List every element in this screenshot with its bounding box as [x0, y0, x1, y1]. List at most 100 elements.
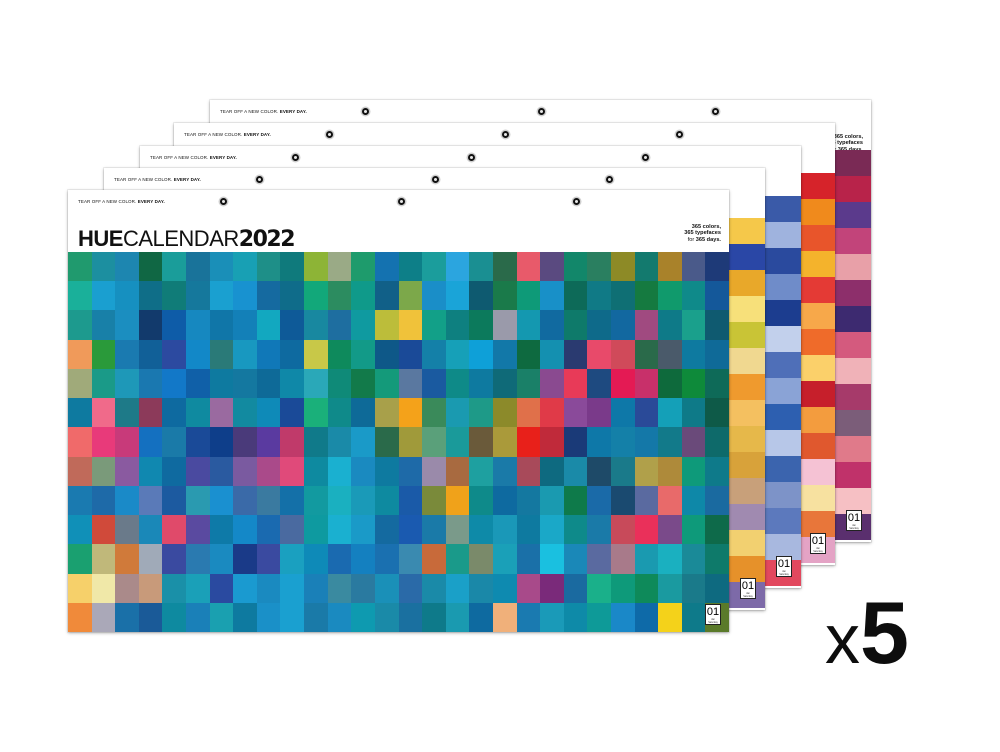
color-swatch	[610, 485, 635, 516]
color-swatch	[797, 329, 835, 355]
color-swatch	[68, 368, 92, 399]
color-swatch	[91, 368, 116, 399]
color-swatch	[186, 456, 210, 486]
color-swatch	[797, 407, 835, 433]
color-swatch	[304, 602, 328, 632]
color-swatch	[727, 244, 765, 270]
color-swatch	[727, 400, 765, 426]
color-swatch	[705, 398, 729, 428]
color-swatch	[233, 485, 257, 516]
color-swatch	[422, 485, 446, 516]
color-swatch	[516, 515, 541, 545]
color-swatch	[209, 281, 234, 311]
color-swatch	[610, 515, 635, 545]
color-swatch	[115, 544, 139, 574]
color-swatch	[833, 436, 871, 462]
color-swatch	[280, 456, 305, 486]
color-swatch	[186, 398, 210, 428]
color-swatch	[256, 339, 281, 369]
color-swatch	[398, 339, 423, 369]
color-swatch	[162, 368, 187, 399]
color-swatch	[256, 602, 281, 632]
color-swatch	[422, 515, 446, 545]
color-swatch	[374, 252, 399, 282]
color-swatch	[634, 310, 659, 340]
color-swatch	[563, 427, 588, 457]
color-swatch	[327, 515, 352, 545]
color-swatch	[209, 485, 234, 516]
color-swatch	[186, 427, 210, 457]
color-swatch	[540, 485, 564, 516]
color-swatch	[445, 310, 470, 340]
color-swatch	[833, 306, 871, 332]
color-swatch	[727, 504, 765, 530]
blurb-line-3: for 365 days.	[684, 237, 721, 243]
tagline-prefix: TEAR OFF A NEW COLOR.	[220, 109, 280, 114]
day-number: 01	[847, 512, 861, 524]
color-swatch	[91, 427, 116, 457]
color-swatch	[727, 322, 765, 348]
color-swatch	[374, 398, 399, 428]
color-swatch	[658, 398, 682, 428]
color-swatch-grid	[68, 252, 729, 632]
color-swatch	[162, 573, 187, 603]
binding-hole	[712, 108, 719, 115]
color-swatch	[233, 339, 257, 369]
color-swatch	[563, 398, 588, 428]
day-caption-2: Saturday	[779, 573, 789, 576]
color-swatch	[658, 281, 682, 311]
color-swatch	[540, 515, 564, 545]
color-swatch	[634, 515, 659, 545]
color-swatch	[138, 398, 163, 428]
binding-hole	[502, 131, 509, 138]
day-number-box: 01 Jan Saturday	[705, 604, 721, 625]
color-swatch	[445, 573, 470, 603]
tagline-bold: EVERY DAY.	[209, 155, 237, 160]
color-swatch	[469, 602, 493, 632]
tagline-bold: EVERY DAY.	[243, 132, 271, 137]
color-swatch	[351, 515, 375, 545]
color-swatch	[186, 602, 210, 632]
binding-hole	[642, 154, 649, 161]
color-swatch	[351, 456, 375, 486]
color-swatch	[398, 398, 423, 428]
color-swatch	[833, 228, 871, 254]
color-swatch	[304, 368, 328, 399]
color-swatch	[91, 252, 116, 282]
color-swatch	[540, 252, 564, 282]
color-swatch	[280, 573, 305, 603]
binding-hole	[362, 108, 369, 115]
color-swatch	[469, 368, 493, 399]
color-swatch	[797, 433, 835, 459]
color-swatch	[516, 456, 541, 486]
color-swatch	[445, 515, 470, 545]
color-swatch	[68, 427, 92, 457]
color-swatch	[351, 252, 375, 282]
color-swatch	[540, 310, 564, 340]
binding-hole	[292, 154, 299, 161]
color-swatch	[516, 602, 541, 632]
blurb-line-1: 365 colors,	[691, 224, 721, 230]
color-swatch	[658, 573, 682, 603]
color-swatch	[422, 602, 446, 632]
color-swatch	[681, 573, 706, 603]
color-swatch	[763, 456, 801, 482]
color-swatch	[256, 252, 281, 282]
color-swatch	[727, 426, 765, 452]
color-swatch	[634, 427, 659, 457]
color-swatch	[833, 332, 871, 358]
color-swatch	[540, 573, 564, 603]
color-swatch	[233, 602, 257, 632]
color-swatch	[727, 218, 765, 244]
color-swatch	[610, 427, 635, 457]
color-swatch	[68, 544, 92, 574]
color-swatch	[162, 252, 187, 282]
color-swatch	[445, 602, 470, 632]
color-swatch	[563, 515, 588, 545]
color-swatch	[492, 485, 517, 516]
color-swatch	[422, 310, 446, 340]
color-swatch	[115, 573, 139, 603]
color-swatch	[351, 281, 375, 311]
color-swatch	[280, 310, 305, 340]
color-swatch	[162, 281, 187, 311]
